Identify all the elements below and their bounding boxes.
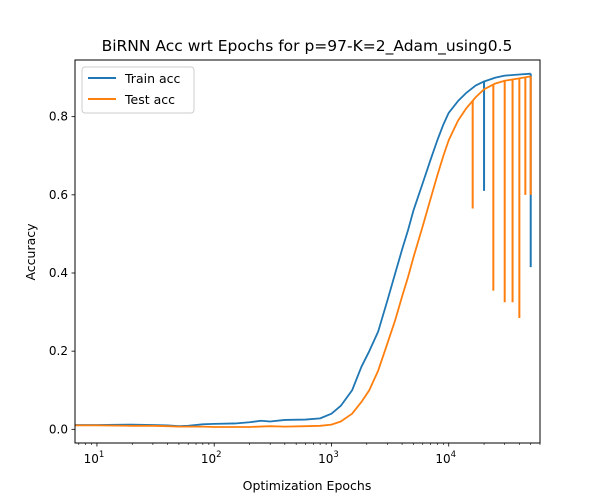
plot-frame — [74, 59, 541, 444]
x-tick-exponent: 1 — [99, 450, 104, 460]
series-line-train-acc — [75, 72, 531, 428]
x-axis-ticks: 101 102 103 104 — [78, 443, 541, 466]
x-tick-exponent: 3 — [333, 450, 338, 460]
legend-label-train-acc: Train acc — [124, 71, 180, 86]
series-test-acc — [75, 75, 532, 428]
y-axis-label: Accuracy — [23, 223, 38, 281]
x-tick-exponent: 4 — [451, 450, 456, 460]
legend-label-test-acc: Test acc — [124, 92, 175, 107]
y-tick-label: 0.0 — [49, 422, 68, 436]
y-tick-label: 0.8 — [49, 110, 68, 124]
x-tick-exponent: 2 — [216, 450, 221, 460]
series-line-test-acc — [75, 75, 531, 428]
plot-area — [74, 59, 541, 444]
y-tick-label: 0.4 — [49, 266, 68, 280]
y-axis-ticks: 0.0 0.2 0.4 0.6 0.8 — [49, 110, 75, 436]
series-layer — [75, 72, 532, 428]
chart-title: BiRNN Acc wrt Epochs for p=97-K=2_Adam_u… — [102, 37, 513, 56]
y-tick-label: 0.2 — [49, 344, 68, 358]
legend: Train acc Test acc — [81, 66, 195, 114]
x-axis-label: Optimization Epochs — [243, 478, 372, 493]
y-tick-label: 0.6 — [49, 188, 68, 202]
